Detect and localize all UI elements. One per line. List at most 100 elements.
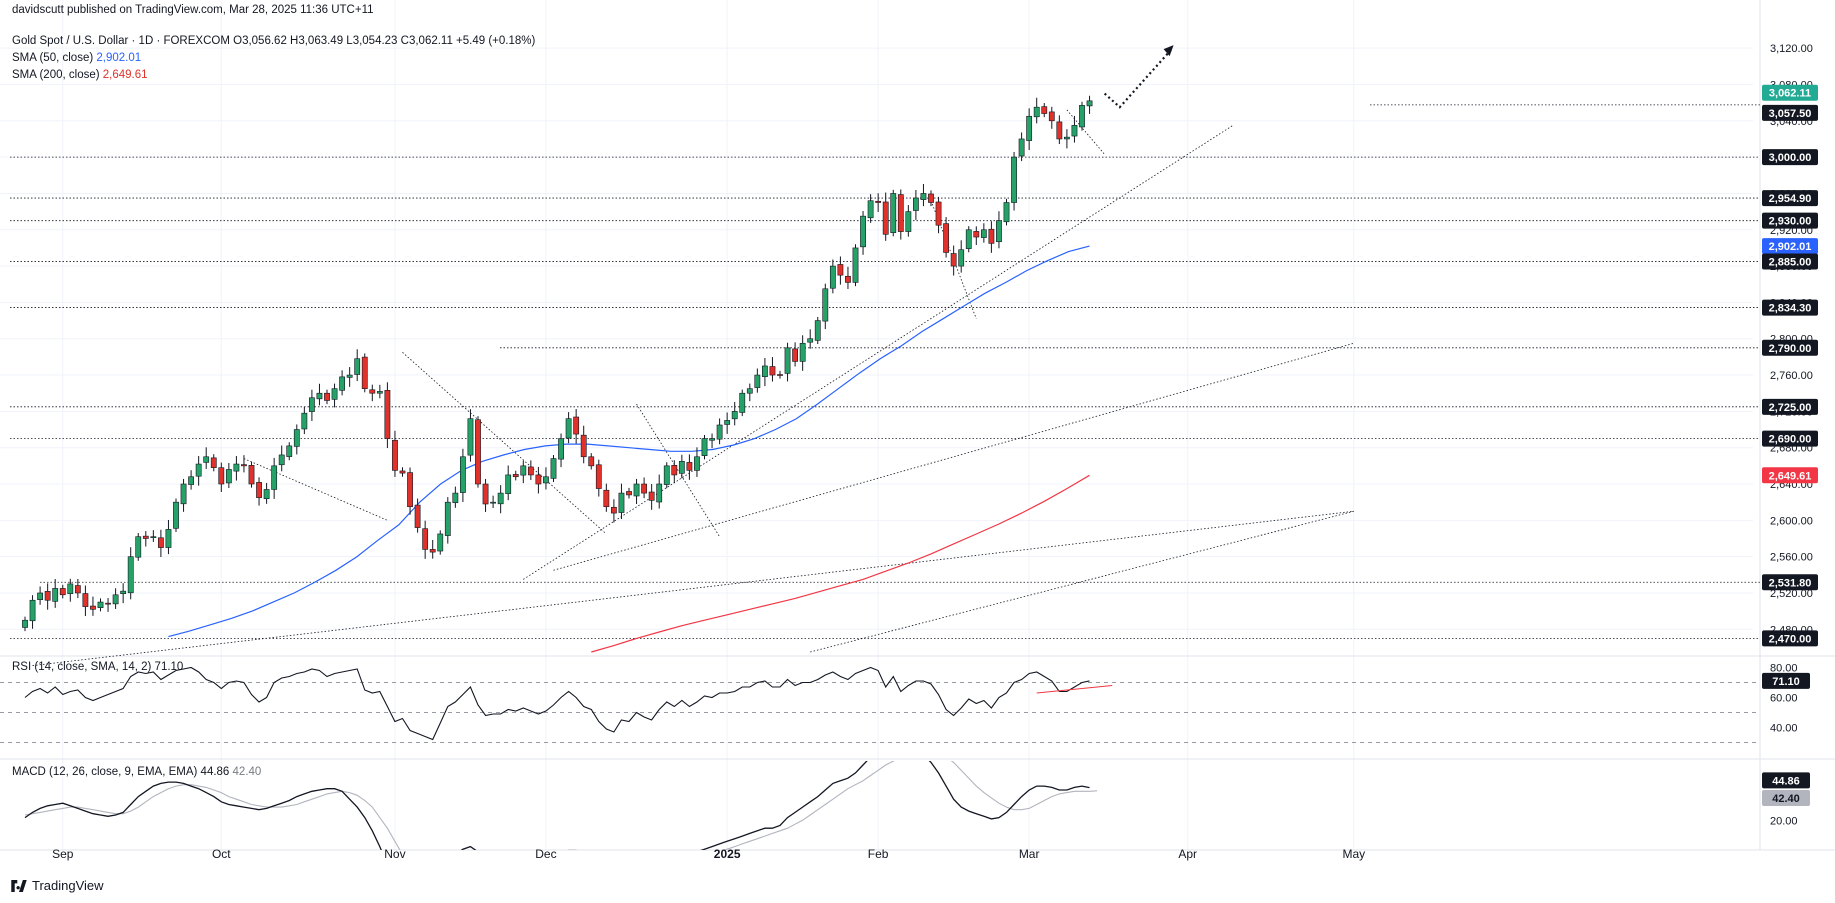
candle[interactable] — [90, 596, 96, 616]
candle[interactable] — [278, 445, 285, 472]
candle[interactable] — [709, 433, 715, 449]
candle[interactable] — [361, 353, 368, 393]
candle[interactable] — [867, 194, 874, 223]
candle[interactable] — [777, 370, 783, 379]
candle[interactable] — [580, 425, 587, 464]
candle[interactable] — [97, 598, 104, 612]
macd-legend[interactable]: MACD (12, 26, close, 9, EMA, EMA) 44.86 … — [12, 766, 261, 778]
candle[interactable] — [173, 498, 179, 532]
candle[interactable] — [459, 448, 466, 502]
candle[interactable] — [497, 485, 504, 514]
candle[interactable] — [928, 190, 934, 207]
candle[interactable] — [308, 389, 315, 421]
candle[interactable] — [444, 497, 451, 544]
candle[interactable] — [422, 520, 429, 559]
candle[interactable] — [429, 539, 436, 559]
candle[interactable] — [301, 406, 308, 435]
candle[interactable] — [1056, 115, 1063, 145]
candle[interactable] — [142, 531, 149, 547]
candle[interactable] — [543, 467, 549, 490]
candle[interactable] — [195, 456, 202, 486]
candle[interactable] — [565, 412, 572, 444]
candle[interactable] — [1071, 115, 1078, 143]
candle[interactable] — [512, 470, 519, 481]
candle[interactable] — [482, 478, 489, 512]
candle[interactable] — [316, 383, 323, 406]
candle[interactable] — [648, 484, 655, 510]
candle[interactable] — [256, 477, 262, 506]
candle[interactable] — [127, 547, 134, 600]
sma50-legend[interactable]: SMA (50, close) 2,902.01 — [12, 52, 141, 64]
candle[interactable] — [905, 205, 912, 237]
candle[interactable] — [641, 477, 647, 499]
candle[interactable] — [218, 462, 225, 493]
candle[interactable] — [22, 616, 28, 632]
macd-panel[interactable] — [24, 747, 1098, 900]
candle[interactable] — [1026, 108, 1033, 151]
candle[interactable] — [414, 498, 421, 533]
candle[interactable] — [603, 483, 610, 512]
candle[interactable] — [392, 430, 398, 477]
candle[interactable] — [882, 192, 889, 241]
candle[interactable] — [860, 211, 866, 255]
candle[interactable] — [324, 389, 330, 405]
candle[interactable] — [701, 434, 708, 460]
candle[interactable] — [588, 453, 595, 470]
candle[interactable] — [354, 349, 361, 382]
candle[interactable] — [490, 495, 496, 508]
candle[interactable] — [694, 447, 700, 477]
candle[interactable] — [837, 256, 844, 285]
candle[interactable] — [293, 424, 300, 455]
candle[interactable] — [799, 335, 806, 371]
candle[interactable] — [188, 470, 194, 490]
candle[interactable] — [241, 455, 247, 473]
candle[interactable] — [716, 418, 723, 445]
candle[interactable] — [180, 478, 187, 512]
candle[interactable] — [210, 454, 217, 472]
candle[interactable] — [739, 389, 746, 417]
candle[interactable] — [822, 283, 829, 330]
candle[interactable] — [263, 482, 270, 504]
candle[interactable] — [769, 357, 776, 382]
price-panel[interactable] — [10, 45, 1760, 667]
candle[interactable] — [120, 583, 127, 604]
candle[interactable] — [935, 196, 942, 234]
candle[interactable] — [829, 259, 836, 294]
candle[interactable] — [958, 240, 965, 273]
candle[interactable] — [437, 530, 444, 555]
candle[interactable] — [731, 401, 738, 426]
candle[interactable] — [920, 184, 927, 207]
candle[interactable] — [610, 499, 617, 523]
tradingview-logo[interactable]: TradingView — [10, 878, 104, 893]
candle[interactable] — [475, 416, 481, 488]
candle[interactable] — [29, 595, 36, 629]
candle[interactable] — [626, 487, 632, 499]
candle[interactable] — [754, 368, 761, 393]
candle[interactable] — [520, 460, 527, 484]
candle[interactable] — [105, 598, 111, 612]
candle[interactable] — [535, 466, 542, 494]
candle[interactable] — [203, 447, 210, 469]
candle[interactable] — [663, 462, 670, 489]
candle[interactable] — [505, 465, 512, 501]
candle[interactable] — [875, 193, 882, 212]
candle[interactable] — [1018, 132, 1025, 162]
candle[interactable] — [595, 459, 602, 497]
candle[interactable] — [339, 370, 345, 396]
candle[interactable] — [965, 226, 972, 253]
candle[interactable] — [1041, 103, 1048, 118]
candle[interactable] — [52, 578, 59, 608]
candle[interactable] — [271, 457, 278, 499]
rsi-panel[interactable] — [0, 666, 1760, 743]
candle[interactable] — [897, 189, 904, 240]
candle[interactable] — [761, 357, 768, 387]
candle[interactable] — [1048, 106, 1055, 129]
candle[interactable] — [369, 384, 376, 402]
candle[interactable] — [248, 461, 255, 488]
candle[interactable] — [74, 578, 81, 599]
candle[interactable] — [82, 585, 89, 617]
candle[interactable] — [686, 454, 693, 480]
candle[interactable] — [407, 467, 413, 515]
candle[interactable] — [1079, 101, 1085, 131]
